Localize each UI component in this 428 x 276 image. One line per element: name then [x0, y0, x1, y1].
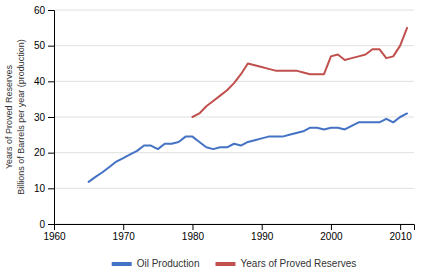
- grid-line: [54, 45, 414, 46]
- legend-item: Oil Production: [112, 258, 200, 269]
- tick-label: 1970: [113, 231, 136, 242]
- tick: 30: [34, 112, 54, 123]
- tick: 0: [39, 219, 54, 230]
- tick-label: 1980: [182, 231, 205, 242]
- tick-mark: [48, 188, 54, 189]
- tick-mark: [48, 10, 54, 11]
- grid-line: [54, 152, 414, 153]
- tick: 20: [34, 147, 54, 158]
- grid-line: [54, 117, 414, 118]
- axis-line: [48, 11, 55, 225]
- tick-mark: [400, 224, 401, 230]
- tick-mark: [48, 153, 54, 154]
- grid-line: [54, 188, 414, 189]
- tick-mark: [48, 81, 54, 82]
- tick-label: 50: [34, 40, 46, 51]
- series-group: [89, 28, 407, 182]
- tick-label: 1960: [43, 231, 66, 242]
- legend-swatch: [112, 262, 132, 266]
- legend-label: Oil Production: [137, 258, 200, 269]
- x-axis: 1960 1970 1980 1990 2000 2010: [43, 224, 414, 242]
- y-axis-label: Years of Proved Reserves: [4, 64, 14, 169]
- tick-label: 20: [34, 147, 46, 158]
- plot: 1960 1970 1980 1990 2000 2010 0 10 20 30 40 50 60: [34, 5, 415, 242]
- tick-label: 40: [34, 76, 46, 87]
- series-line: [192, 28, 407, 117]
- chart: 1960 1970 1980 1990 2000 2010 0 10 20 30 40 50 60 Yea…: [0, 0, 428, 276]
- tick-label: 2000: [320, 231, 343, 242]
- tick-label: 30: [34, 112, 46, 123]
- tick-mark: [123, 224, 124, 230]
- tick: 1980: [182, 224, 205, 242]
- tick-label: 60: [34, 5, 46, 16]
- tick-mark: [48, 224, 54, 225]
- tick: 2010: [390, 224, 413, 242]
- legend-item: Years of Proved Reserves: [216, 258, 357, 269]
- tick-label: 10: [34, 183, 46, 194]
- series-line: [89, 113, 407, 181]
- legend-swatch: [216, 262, 236, 266]
- tick: 10: [34, 183, 54, 194]
- tick: 50: [34, 40, 54, 51]
- legend-label: Years of Proved Reserves: [241, 258, 357, 269]
- tick: 60: [34, 5, 54, 16]
- legend: Oil Production Years of Proved Reserves: [112, 258, 357, 269]
- tick: 2000: [320, 224, 343, 242]
- tick-mark: [48, 117, 54, 118]
- tick-mark: [262, 224, 263, 230]
- tick-label: 2010: [390, 231, 413, 242]
- grid: [54, 10, 414, 224]
- tick: 40: [34, 76, 54, 87]
- tick: 1960: [43, 224, 66, 242]
- tick: 1970: [113, 224, 136, 242]
- tick-mark: [192, 224, 193, 230]
- tick: 1990: [251, 224, 274, 242]
- tick-label: 1990: [251, 231, 274, 242]
- tick-mark: [48, 46, 54, 47]
- y-axis: 0 10 20 30 40 50 60: [34, 5, 55, 230]
- grid-line: [54, 10, 414, 11]
- tick-label: 0: [39, 219, 45, 230]
- y-axis-label: Billions of Barrels per year (production…: [16, 39, 26, 195]
- tick-mark: [331, 224, 332, 230]
- axis-line: [55, 225, 415, 231]
